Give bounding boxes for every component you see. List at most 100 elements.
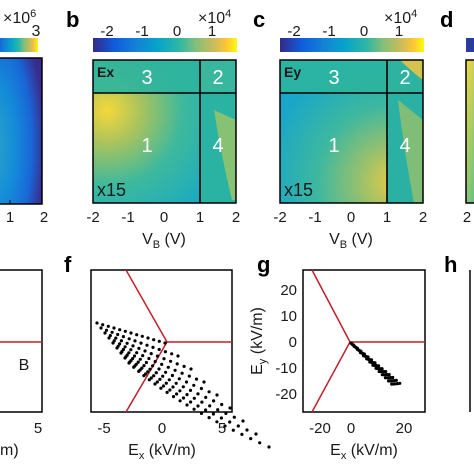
scatter-point-f [178,399,182,403]
scatter-point-f [215,420,219,424]
y-tick-g-2: 10 [280,308,297,325]
colorbar-d [466,38,474,52]
scatter-point-f [146,370,150,374]
scatter-point-f [199,386,203,391]
scatter-point-f [196,392,200,396]
scatter-point-f [220,402,224,407]
scatter-point-f [139,341,143,345]
scatter-point-f [116,332,120,337]
scatter-point-f [249,437,253,441]
x-tick-a-1: 1 [6,209,14,226]
scatter-point-f [170,373,174,378]
scatter-point-f [129,348,133,352]
scatter-point-f [174,381,178,385]
colorbar-exponent-b: ×104 [198,8,231,27]
scatter-point-f [135,333,139,337]
region-4-b-bright [214,110,236,200]
colorbar-tick-b-4: 1 [208,23,216,40]
scatter-point-f [171,395,176,399]
scatter-point-f [202,380,206,384]
scatter-point-f [127,361,131,365]
scatter-point-f [118,328,122,332]
scatter-point-f [189,367,193,371]
colorbar-exponent-c: ×104 [384,8,417,27]
scatter-point-f [161,384,166,388]
scatter-point-f [170,352,174,356]
x-tick-f-2: 0 [158,420,166,437]
scatter-point-f [115,346,119,350]
scatter-point-f [111,341,115,345]
scatter-point-f [137,346,141,350]
boundary-lines-g [311,269,425,413]
scatter-point-f [171,385,175,389]
region-3-b [93,60,200,93]
scatter-point-g [377,364,381,368]
scatter-point-f [125,341,129,345]
scatter-point-f [212,399,216,403]
scatter-point-f [157,339,161,343]
scale-label-b: x15 [97,180,126,200]
colorbar-tick-b-3: 0 [173,23,181,40]
scatter-point-f [121,335,125,339]
scatter-point-f [159,386,163,390]
scatter-point-f [155,354,160,358]
x-tick-b-5: 2 [232,209,240,226]
scatter-point-g [398,381,402,385]
scatter-point-f [231,428,235,432]
scatter-point-f [180,371,184,375]
scatter-point-f [127,351,131,355]
scatter-point-f [157,347,161,352]
scatter-point-f [215,393,219,397]
scatter-point-f [123,329,127,333]
scatter-point-f [188,388,193,392]
region-label-e: B [19,357,30,374]
scatter-point-f [143,349,147,353]
scatter-point-f [107,336,111,340]
region-label-c-1: 1 [328,135,339,157]
frame-e [0,269,43,413]
frame-b [92,59,237,204]
x-tick-f-3: 5 [218,420,226,437]
region-label-c-4: 4 [399,135,410,157]
scatter-point-f [129,331,133,335]
scatter-point-f [241,419,245,423]
scatter-point-f [157,367,161,371]
scatter-point-f [147,356,151,361]
scatter-point-f [232,415,236,419]
scatter-point-f [189,400,193,404]
x-tick-g-2: 0 [347,420,355,437]
scatter-point-f [207,390,211,394]
scatter-point-f [147,378,151,382]
region-3-c [280,60,387,93]
scatter-point-f [216,408,220,412]
scatter-point-f [211,412,215,416]
x-axis-label-e: m) [0,442,19,459]
scatter-point-f [112,326,116,330]
x-axis-label-c: VB (V) [329,231,373,251]
scatter-point-f [199,411,204,415]
panel-d: d 2 [440,7,474,226]
scatter-point-f [119,339,123,343]
scatter-point-f [99,326,103,330]
scatter-point-f [135,351,139,355]
scatter-point-f [104,328,109,332]
x-tick-c-5: 2 [419,209,427,226]
x-tick-a-2: 2 [40,209,48,226]
scatter-point-f [245,428,249,432]
scatter-point-f [175,362,179,366]
x-tick-d: 2 [463,209,471,226]
scatter-point-f [267,445,271,449]
scatter-point-f [181,396,186,400]
field-label-c: Ey [284,64,301,80]
colorbar-tick-a: 3 [32,23,41,40]
scatter-point-f [137,369,141,373]
colorbar-c [280,38,424,52]
frame-f [90,269,233,413]
scatter-point-f [142,364,146,368]
region-label-c-3: 3 [328,67,339,89]
scatter-point-g [380,367,384,371]
frame-g [302,269,426,413]
scatter-point-f [173,368,177,372]
scatter-point-f [132,365,136,369]
